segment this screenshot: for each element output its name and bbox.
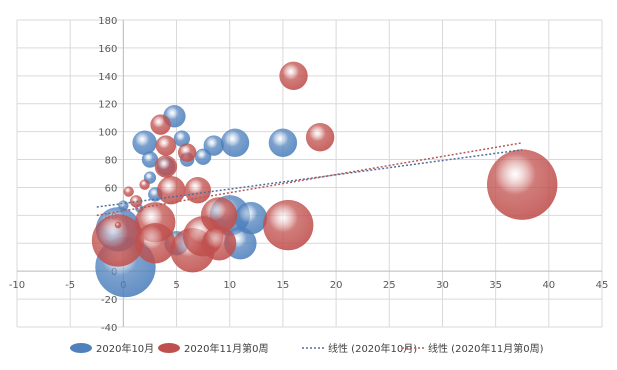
bubble-nov-2020-week0 bbox=[262, 199, 314, 251]
legend-item: 线性 (2020年11月第0周) bbox=[402, 342, 544, 355]
legend-item: 线性 (2020年10月) bbox=[302, 342, 417, 355]
bubble-oct-2020 bbox=[268, 128, 298, 158]
bubble-nov-2020-week0 bbox=[150, 114, 171, 135]
bubble-nov-2020-week0 bbox=[135, 223, 176, 264]
y-tick-label: 160 bbox=[98, 44, 117, 55]
y-tick-label: 120 bbox=[98, 100, 117, 111]
x-tick-label: 25 bbox=[383, 280, 396, 291]
bubble-oct-2020 bbox=[118, 200, 129, 211]
bubble-nov-2020-week0 bbox=[486, 149, 558, 220]
y-tick-label: -40 bbox=[101, 323, 117, 334]
legend-swatch-bubble bbox=[70, 343, 92, 353]
x-tick-label: 30 bbox=[436, 280, 449, 291]
y-tick-label: -20 bbox=[101, 295, 117, 306]
x-tick-label: 35 bbox=[489, 280, 502, 291]
legend-item: 2020年11月第0周 bbox=[158, 342, 269, 355]
x-tick-label: 45 bbox=[596, 280, 609, 291]
y-tick-label: 60 bbox=[105, 183, 118, 194]
legend-label: 2020年10月 bbox=[96, 342, 154, 355]
bubble-nov-2020-week0 bbox=[114, 221, 122, 229]
bubble-nov-2020-week0 bbox=[279, 61, 308, 91]
bubble-oct-2020 bbox=[132, 130, 157, 156]
bubble-nov-2020-week0 bbox=[156, 175, 186, 205]
legend-item: 2020年10月 bbox=[70, 342, 154, 355]
x-tick-label: -5 bbox=[65, 280, 75, 291]
bubble-nov-2020-week0 bbox=[177, 143, 197, 162]
legend-swatch-bubble bbox=[158, 343, 180, 353]
bubble-oct-2020 bbox=[194, 148, 212, 166]
bubble-nov-2020-week0 bbox=[154, 155, 178, 178]
legend-label: 线性 (2020年10月) bbox=[328, 342, 417, 355]
bubble-nov-2020-week0 bbox=[129, 195, 143, 208]
x-tick-label: -10 bbox=[9, 280, 25, 291]
legend-label: 线性 (2020年11月第0周) bbox=[428, 342, 544, 355]
x-tick-label: 15 bbox=[277, 280, 290, 291]
bubble-nov-2020-week0 bbox=[139, 179, 150, 190]
x-tick-label: 20 bbox=[330, 280, 343, 291]
bubble-nov-2020-week0 bbox=[123, 186, 134, 197]
bubble-oct-2020 bbox=[203, 135, 225, 156]
x-tick-label: 10 bbox=[223, 280, 236, 291]
trendline-oct-2020 bbox=[96, 149, 523, 208]
bubble-nov-2020-week0 bbox=[155, 135, 177, 156]
y-tick-label: 80 bbox=[105, 156, 118, 167]
y-tick-label: 100 bbox=[98, 128, 117, 139]
legend-label: 2020年11月第0周 bbox=[184, 342, 269, 355]
x-tick-label: 5 bbox=[173, 280, 179, 291]
x-tick-label: 40 bbox=[542, 280, 555, 291]
bubble-nov-2020-week0 bbox=[305, 122, 335, 152]
bubble-oct-2020 bbox=[220, 128, 250, 158]
y-tick-label: 180 bbox=[98, 16, 117, 27]
y-tick-label: 140 bbox=[98, 72, 117, 83]
bubble-nov-2020-week0 bbox=[201, 226, 237, 261]
